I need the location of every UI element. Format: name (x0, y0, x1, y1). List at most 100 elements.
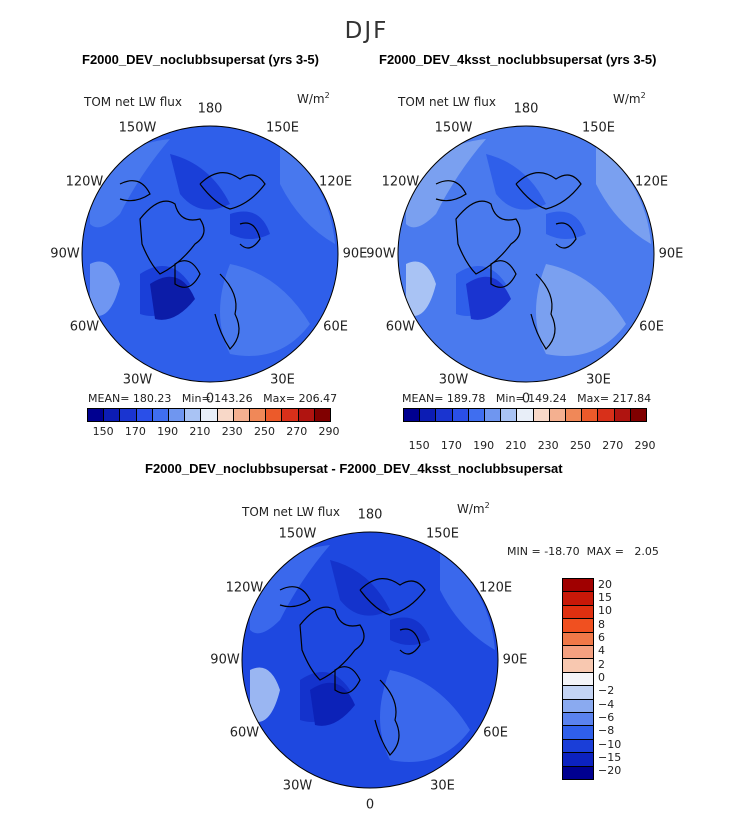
coastline (214, 273, 240, 350)
colorbar-swatch (298, 409, 315, 421)
colorbar-tick-label: 190 (157, 425, 179, 438)
diff-units: W/m2 (457, 501, 490, 516)
coastline (299, 606, 365, 681)
map-outline (81, 125, 339, 383)
map-background (398, 126, 654, 382)
field-region (90, 261, 120, 316)
colorbar-swatch (152, 409, 170, 421)
coastline (490, 260, 517, 288)
colorbar-tick-label: 250 (253, 425, 275, 438)
field-region (230, 211, 270, 239)
longitude-label: 180 (357, 507, 383, 523)
longitude-label: 60W (69, 319, 100, 334)
longitude-label: 150E (265, 120, 300, 136)
coastline (455, 200, 521, 275)
longitude-label: 150E (425, 526, 460, 542)
longitude-label: 90W (210, 652, 240, 668)
colorbar-swatch (88, 409, 105, 421)
longitude-label: 90E (658, 246, 684, 262)
longitude-label: 150W (434, 120, 473, 136)
longitude-label: 60E (323, 319, 348, 334)
colorbar-tick-label: 6 (598, 631, 605, 644)
colorbar-tick-label: 8 (598, 617, 605, 631)
colorbar-tick-label: 230 (537, 439, 559, 452)
colorbar-tick-label: 150 (408, 439, 430, 452)
colorbar-swatch (563, 713, 593, 727)
field-region (170, 154, 230, 210)
panel2-units: W/m2 (613, 91, 646, 106)
field-region (380, 670, 470, 762)
colorbar-tick-label: 190 (473, 439, 495, 452)
longitude-label: 30E (586, 372, 611, 388)
colorbar-tick-label: 2 (598, 657, 605, 671)
colorbar-tick-label: −4 (598, 697, 615, 711)
colorbar-tick-label: −2 (598, 684, 615, 698)
colorbar-swatch (120, 409, 137, 421)
colorbar-swatch (630, 409, 647, 421)
colorbar-swatch (563, 592, 593, 606)
colorbar-swatch (563, 619, 593, 633)
longitude-label: 60E (639, 319, 664, 334)
panel1-colorbar (87, 408, 331, 422)
colorbar-swatch (563, 659, 593, 673)
colorbar-tick-label: 270 (286, 425, 308, 438)
longitude-label: 150E (581, 120, 616, 136)
colorbar-tick-label: 170 (124, 425, 146, 438)
field-region (440, 550, 495, 650)
panel2-polar-map (397, 125, 655, 383)
field-region (596, 144, 651, 244)
field-region (90, 139, 170, 228)
longitude-label: 30W (122, 372, 153, 388)
colorbar-swatch (201, 409, 218, 421)
coastline (359, 578, 426, 616)
coastline (139, 200, 205, 275)
colorbar-swatch (266, 409, 283, 421)
field-region (406, 261, 436, 316)
colorbar-tick-label: 290 (634, 439, 656, 452)
colorbar-swatch (501, 409, 518, 421)
colorbar-swatch (582, 409, 599, 421)
panel1-colorbar-ticks: 150 170 190 210 230 250 270 290 (87, 425, 340, 439)
coastline (515, 172, 582, 210)
colorbar-swatch (563, 766, 593, 780)
longitude-label: 60E (483, 725, 508, 740)
field-region (536, 264, 626, 356)
longitude-label: 120W (225, 580, 264, 595)
colorbar-swatch (282, 409, 299, 421)
colorbar-swatch (404, 409, 421, 421)
colorbar-tick-label: 10 (598, 604, 612, 618)
diff-title: F2000_DEV_noclubbsupersat - F2000_DEV_4k… (145, 461, 563, 476)
longitude-label: 120W (381, 174, 420, 189)
colorbar-swatch (563, 726, 593, 740)
colorbar-swatch (566, 409, 583, 421)
longitude-label: 150W (118, 120, 157, 136)
colorbar-swatch (233, 409, 251, 421)
coastline (374, 679, 400, 756)
colorbar-swatch (563, 699, 593, 714)
colorbar-swatch (468, 409, 486, 421)
coastline (199, 172, 266, 210)
colorbar-tick-label: 4 (598, 644, 605, 658)
colorbar-swatch (169, 409, 186, 421)
longitude-label: 180 (513, 101, 539, 117)
colorbar-tick-label: −6 (598, 711, 615, 724)
colorbar-swatch (598, 409, 615, 421)
field-region (406, 139, 486, 228)
colorbar-tick-label: 270 (602, 439, 624, 452)
coastline (239, 222, 261, 249)
colorbar-swatch (420, 409, 437, 421)
colorbar-tick-label: 15 (598, 591, 612, 604)
longitude-label: 30E (270, 372, 295, 388)
colorbar-swatch (614, 409, 631, 421)
colorbar-tick-label: 290 (318, 425, 340, 438)
colorbar-swatch (104, 409, 121, 421)
map-outline (241, 531, 499, 789)
panel2-colorbar (403, 408, 647, 422)
colorbar-swatch (485, 409, 502, 421)
longitude-label: 120W (65, 174, 104, 189)
colorbar-swatch (452, 409, 469, 421)
longitude-label: 180 (197, 101, 223, 117)
field-region (486, 154, 546, 210)
longitude-label: 150W (278, 526, 317, 542)
colorbar-tick-label: 0 (598, 671, 605, 684)
